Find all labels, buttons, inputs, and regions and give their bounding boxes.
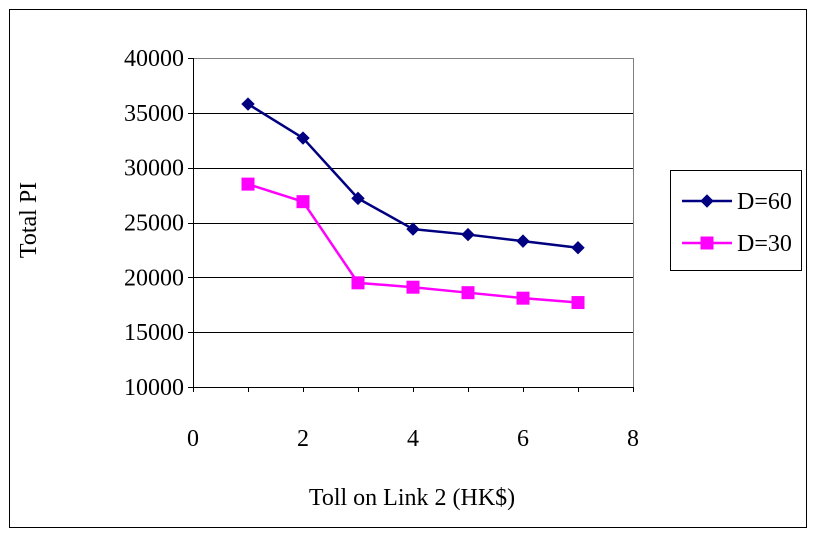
- y-tick-label: 25000: [124, 211, 184, 237]
- x-tick-label: 2: [297, 426, 309, 452]
- data-point-d-60: [296, 131, 310, 145]
- data-point-d-30: [351, 276, 365, 290]
- x-tick-label: 6: [517, 426, 529, 452]
- data-point-d-60: [571, 241, 585, 255]
- series-layer: [241, 97, 585, 310]
- x-tick-label: 0: [187, 426, 199, 452]
- data-point-d-60: [516, 234, 530, 248]
- y-tick-label: 30000: [124, 156, 184, 182]
- y-axis-ticks: 10000 15000 20000 25000 30000 35000 40000: [124, 46, 633, 401]
- data-point-d-30: [461, 286, 475, 300]
- y-axis-label: Total PI: [16, 182, 42, 258]
- y-tick-label: 15000: [124, 320, 184, 346]
- x-axis-ticks: 0 2 4 6 8: [187, 387, 639, 452]
- legend-marker-d-30: [700, 236, 714, 250]
- data-point-d-60: [351, 191, 365, 206]
- legend-marker-d-60: [700, 194, 714, 208]
- legend-label-d-60: D=60: [737, 189, 792, 215]
- y-tick-label: 20000: [124, 265, 184, 291]
- data-point-d-30: [241, 177, 255, 191]
- x-tick-label: 4: [407, 426, 419, 452]
- data-point-d-30: [406, 280, 420, 294]
- data-point-d-30: [571, 296, 585, 310]
- y-tick-label: 10000: [124, 375, 184, 401]
- data-point-d-30: [516, 291, 530, 305]
- data-point-d-60: [406, 222, 420, 236]
- legend: D=60 D=30: [670, 170, 802, 271]
- x-tick-label: 8: [627, 426, 639, 452]
- data-point-d-60: [461, 227, 475, 242]
- legend-box: [670, 170, 802, 271]
- legend-label-d-30: D=30: [737, 231, 792, 257]
- data-point-d-30: [296, 195, 310, 209]
- y-tick-label: 35000: [124, 101, 184, 127]
- data-point-d-60: [241, 97, 255, 111]
- x-axis-label: Toll on Link 2 (HK$): [309, 485, 515, 511]
- y-tick-label: 40000: [124, 46, 184, 72]
